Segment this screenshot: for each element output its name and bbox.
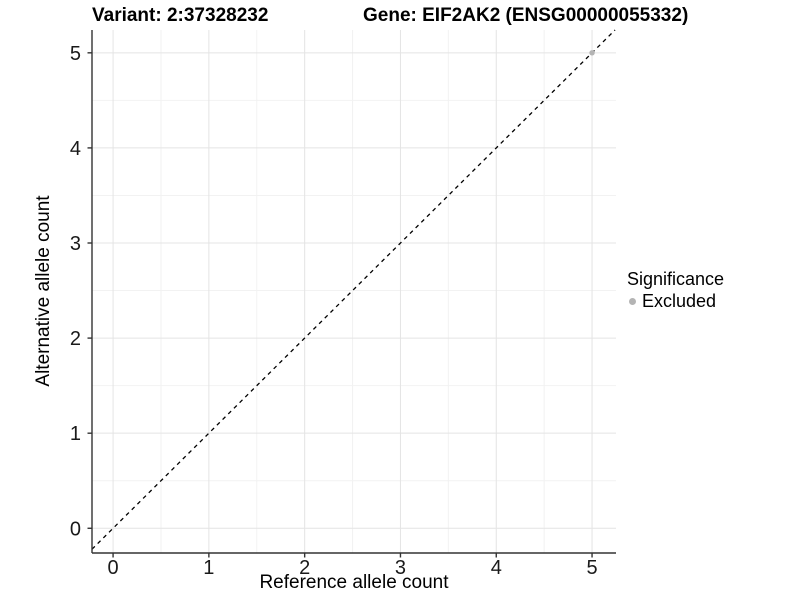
legend-item-excluded: Excluded xyxy=(627,291,724,311)
y-tick-label: 3 xyxy=(70,233,81,255)
plot-title-gene: Gene: EIF2AK2 (ENSG00000055332) xyxy=(363,5,689,26)
x-tick-label: 2 xyxy=(299,557,310,579)
y-tick-label: 0 xyxy=(70,518,81,540)
plot-title-variant: Variant: 2:37328232 xyxy=(92,5,269,26)
legend-item-label: Excluded xyxy=(642,291,717,311)
identity-line xyxy=(91,29,616,550)
x-tick-label: 4 xyxy=(491,557,502,579)
x-axis-title: Reference allele count xyxy=(259,572,449,593)
excluded-point-icon xyxy=(629,297,636,305)
panel-background xyxy=(92,30,616,553)
y-tick-label: 4 xyxy=(70,138,81,160)
data-point-excluded xyxy=(589,50,595,56)
y-tick-label: 5 xyxy=(70,43,81,65)
legend: Significance Excluded xyxy=(627,269,724,311)
x-tick-label: 0 xyxy=(108,557,119,579)
legend-title: Significance xyxy=(627,269,725,289)
y-tick-label: 2 xyxy=(70,328,81,350)
x-tick-label: 5 xyxy=(586,557,597,579)
y-tick-label: 1 xyxy=(70,423,81,445)
x-tick-label: 3 xyxy=(395,557,406,579)
y-axis-title: Alternative allele count xyxy=(33,195,54,387)
x-tick-label: 1 xyxy=(203,557,214,579)
